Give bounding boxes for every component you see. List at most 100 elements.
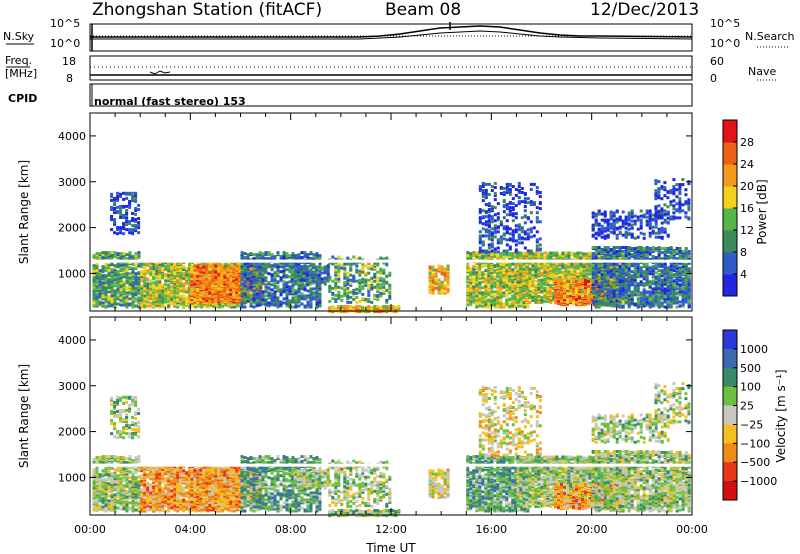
power-cell: [514, 194, 518, 197]
power-cell: [185, 273, 189, 277]
power-cell: [131, 262, 135, 266]
power-cell: [194, 302, 198, 306]
power-cell: [173, 294, 177, 298]
power-cell: [131, 219, 135, 223]
power-cell: [508, 232, 512, 236]
power-cell: [240, 299, 244, 303]
power-cell: [273, 290, 277, 294]
power-cell: [514, 216, 518, 220]
power-cell: [431, 268, 435, 272]
power-cell: [537, 251, 541, 255]
power-cell: [110, 215, 114, 218]
power-cell: [318, 254, 322, 258]
power-cell: [140, 298, 144, 302]
power-cell: [193, 293, 197, 297]
power-cell: [140, 292, 144, 296]
power-cell: [490, 215, 494, 219]
power-cell: [370, 280, 374, 284]
power-cell: [258, 275, 262, 279]
power-cell: [466, 251, 470, 255]
power-cell: [98, 252, 102, 256]
power-cell: [125, 291, 129, 295]
power-cell: [484, 273, 488, 277]
power-cell: [131, 197, 135, 201]
power-cell: [264, 266, 268, 270]
power-cell: [282, 301, 286, 305]
power-cell: [549, 263, 553, 267]
power-cell: [291, 296, 295, 300]
power-cell: [98, 286, 102, 290]
power-cell: [146, 293, 150, 297]
power-cell: [537, 282, 541, 286]
power-cell: [224, 264, 228, 268]
power-cell: [238, 275, 242, 279]
power-cell: [493, 247, 497, 251]
power-cell: [131, 305, 135, 309]
power-cell: [152, 281, 156, 285]
power-cell: [376, 279, 380, 283]
power-cell: [119, 226, 123, 230]
power-cell: [95, 262, 99, 266]
power-cell: [508, 209, 512, 213]
power-cell: [107, 283, 111, 287]
power-cell: [525, 251, 529, 255]
power-cell: [113, 284, 117, 288]
power-cell: [340, 294, 344, 298]
power-cell: [508, 193, 512, 196]
power-cell: [493, 281, 497, 285]
power-cell: [214, 264, 218, 268]
power-cell: [466, 269, 470, 273]
power-cell: [276, 280, 280, 284]
power-cell: [538, 220, 542, 224]
power-cell: [481, 215, 485, 219]
power-cell: [233, 262, 237, 266]
power-cell: [528, 289, 532, 293]
power-cell: [469, 271, 473, 275]
power-cell: [110, 198, 114, 202]
power-cell: [346, 305, 350, 308]
power-cell: [134, 304, 138, 308]
power-cell: [143, 271, 147, 275]
power-cell: [179, 277, 183, 281]
power-cell: [358, 288, 362, 292]
power-cell: [119, 284, 123, 288]
power-cell: [246, 286, 250, 290]
power-cell: [116, 232, 120, 236]
power-cell: [385, 274, 389, 278]
power-cell: [285, 268, 289, 272]
power-cell: [481, 243, 485, 247]
power-cell: [107, 251, 111, 255]
power-cell: [179, 303, 183, 307]
power-cell: [466, 288, 470, 292]
power-cell: [190, 266, 194, 270]
power-cell: [143, 294, 147, 298]
power-cell: [134, 267, 138, 271]
power-cell: [107, 301, 111, 305]
power-cell: [334, 281, 338, 285]
power-cell: [113, 278, 117, 282]
power-cell: [475, 251, 479, 255]
power-cell: [137, 271, 141, 275]
power-cell: [370, 283, 374, 287]
power-cell: [446, 280, 450, 284]
power-cell: [385, 262, 389, 266]
power-cell: [349, 295, 353, 299]
power-cell: [538, 237, 542, 241]
power-cell: [343, 280, 347, 284]
power-cell: [487, 214, 491, 218]
power-cell: [217, 272, 221, 276]
power-cell: [312, 253, 316, 257]
power-cell: [343, 289, 347, 293]
power-cell: [331, 279, 335, 283]
power-cell: [92, 257, 96, 261]
power-cell: [364, 297, 368, 301]
power-cell: [205, 287, 209, 291]
power-cell: [220, 300, 224, 304]
power-cell: [493, 206, 497, 210]
power-cell: [270, 267, 274, 271]
power-cell: [434, 278, 438, 282]
power-cell: [508, 252, 512, 256]
power-cell: [499, 294, 503, 298]
power-cell: [490, 231, 494, 235]
power-cell: [240, 303, 244, 307]
